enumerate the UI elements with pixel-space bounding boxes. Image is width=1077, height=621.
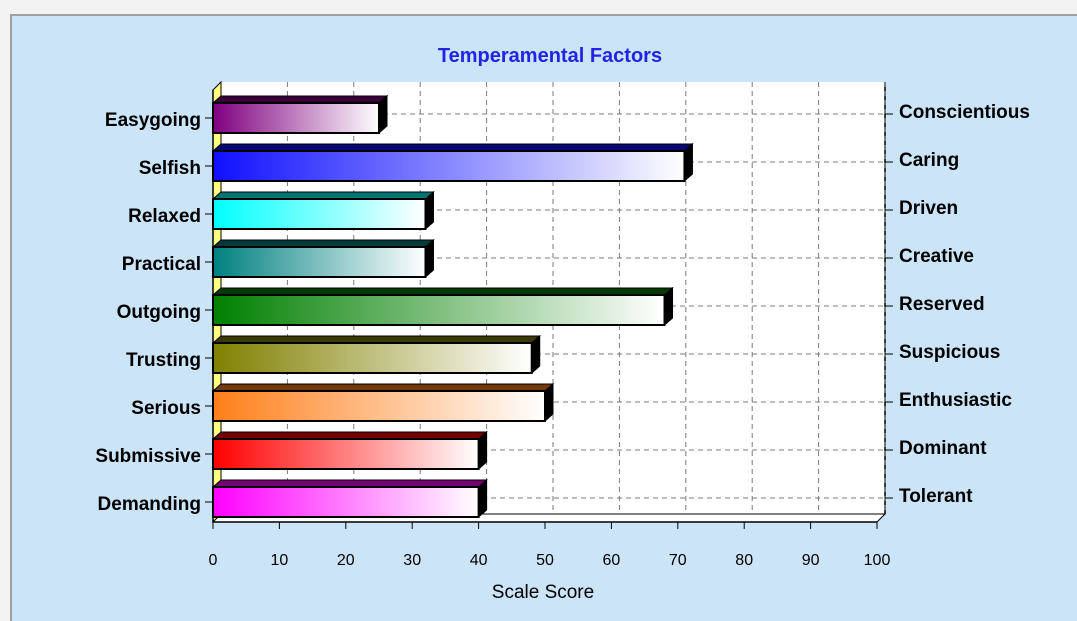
x-tick-label: 20 (337, 552, 355, 569)
bar-front-face (212, 102, 380, 134)
bar-front-face (212, 150, 686, 182)
left-label: Outgoing (117, 302, 201, 323)
bar-top-face (211, 287, 674, 296)
right-label: Tolerant (899, 486, 973, 507)
right-label: Enthusiastic (899, 390, 1012, 411)
x-tick-label: 10 (271, 552, 289, 569)
bar-top-face (211, 191, 435, 200)
bar-demanding (211, 478, 488, 519)
chart-title: Temperamental Factors (438, 45, 662, 67)
bar-front-face (212, 486, 480, 518)
bar-side-face (478, 430, 488, 471)
bar-front-face (212, 246, 427, 278)
bar-side-face (478, 478, 488, 519)
bar-trusting (211, 334, 542, 375)
bar-side-face (664, 286, 674, 327)
bar-side-face (378, 94, 388, 135)
x-tick-label: 90 (802, 552, 820, 569)
bar-front-face (212, 390, 546, 422)
bar-side-face (531, 334, 541, 375)
left-category-labels: Easygoing Selfish Relaxed Practical Outgoing… (95, 110, 213, 515)
right-category-labels: Conscientious Caring Driven Creative Reserve… (885, 102, 1030, 507)
bar-front-face (212, 342, 533, 374)
left-label: Trusting (126, 350, 201, 371)
x-tick-label: 100 (864, 552, 891, 569)
bar-side-face (544, 382, 554, 423)
bar-easygoing (211, 94, 389, 135)
x-tick-label: 30 (403, 552, 421, 569)
bar-relaxed (211, 190, 435, 231)
x-tick-label: 0 (209, 552, 218, 569)
left-label: Relaxed (128, 206, 201, 227)
right-label: Reserved (899, 294, 985, 315)
right-label: Dominant (899, 438, 987, 459)
x-tick-label: 70 (669, 552, 687, 569)
right-label: Creative (899, 246, 974, 267)
bar-top-face (211, 335, 542, 344)
bar-side-face (424, 190, 434, 231)
bar-front-face (212, 438, 480, 470)
bar-top-face (211, 479, 488, 488)
left-label: Practical (122, 254, 201, 275)
right-label: Conscientious (899, 102, 1030, 123)
x-tick-label: 40 (470, 552, 488, 569)
right-label: Suspicious (899, 342, 1000, 363)
bars (211, 94, 694, 519)
right-label: Driven (899, 198, 958, 219)
bar-top-face (211, 95, 389, 104)
bar-selfish (211, 142, 694, 183)
left-label: Selfish (139, 158, 201, 179)
x-axis-title: Scale Score (492, 582, 594, 603)
bar-top-face (211, 431, 488, 440)
left-label: Demanding (98, 494, 201, 515)
bar-top-face (211, 383, 555, 392)
left-label: Serious (131, 398, 201, 419)
bar-front-face (212, 198, 427, 230)
bar-top-face (211, 239, 435, 248)
bar-side-face (683, 142, 693, 183)
bar-submissive (211, 430, 488, 471)
right-label: Caring (899, 150, 959, 171)
x-tick-label: 80 (735, 552, 753, 569)
bar-practical (211, 238, 435, 279)
x-tick-label: 60 (603, 552, 621, 569)
left-label: Submissive (95, 446, 201, 467)
x-axis-ticks: 0 10 20 30 40 50 60 70 80 90 100 (209, 522, 891, 569)
bar-top-face (211, 143, 694, 152)
bar-serious (211, 382, 555, 423)
x-tick-label: 50 (536, 552, 554, 569)
bar-front-face (212, 294, 666, 326)
left-label: Easygoing (105, 110, 201, 131)
bar-side-face (424, 238, 434, 279)
bar-outgoing (211, 286, 674, 327)
